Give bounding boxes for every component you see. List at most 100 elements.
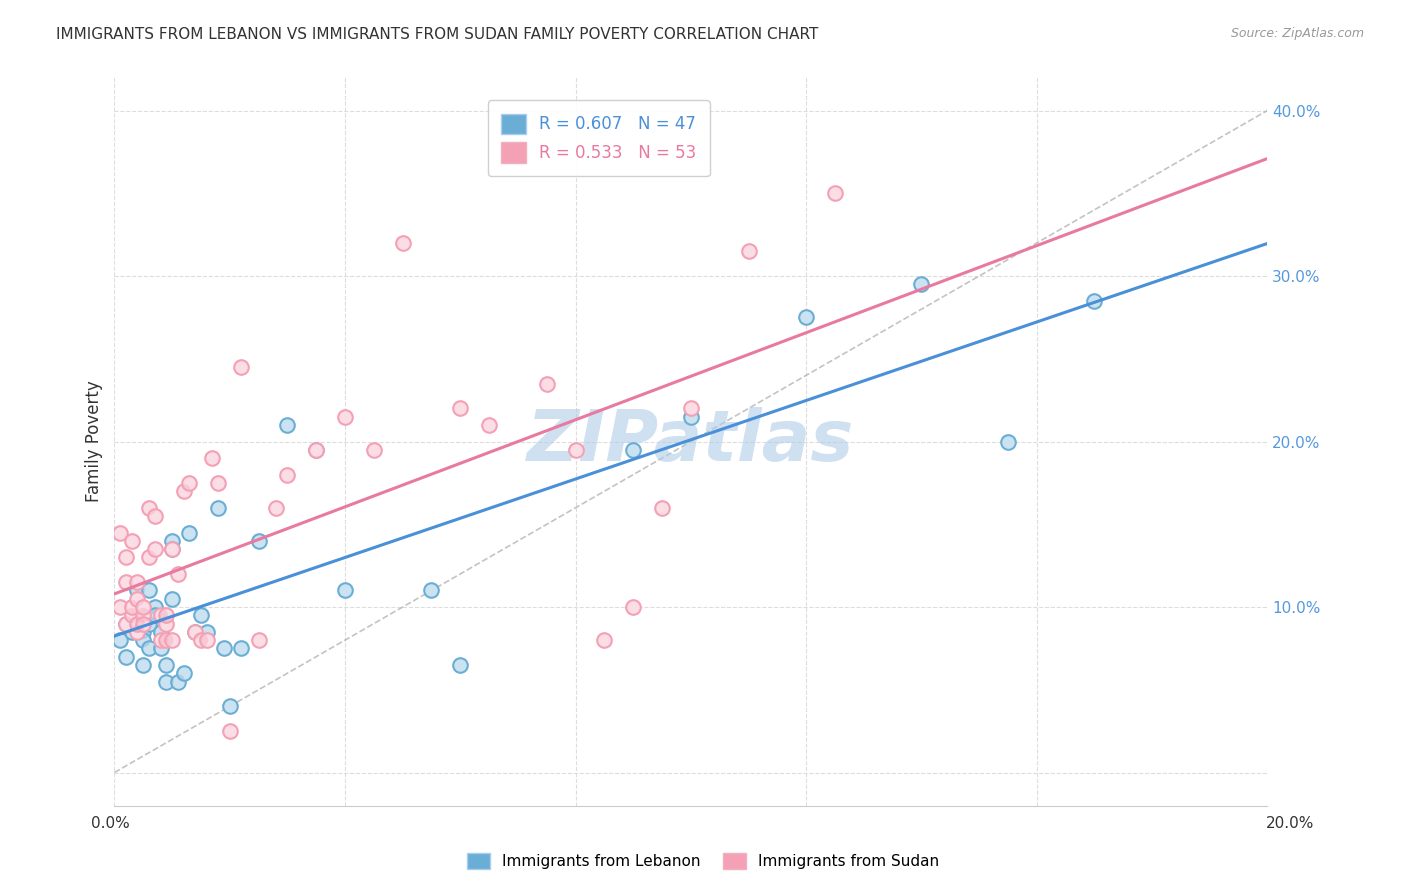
Point <box>138 641 160 656</box>
Point <box>132 657 155 672</box>
Point <box>121 608 143 623</box>
Point <box>173 484 195 499</box>
Point <box>621 442 644 457</box>
Point <box>127 600 149 615</box>
Point <box>138 616 160 631</box>
Point <box>160 633 183 648</box>
Point <box>143 542 166 557</box>
Point <box>115 649 138 664</box>
Point <box>166 566 188 581</box>
Point <box>536 376 558 391</box>
Point <box>132 624 155 639</box>
Point <box>138 550 160 565</box>
Point <box>184 624 207 639</box>
Point <box>143 542 166 557</box>
Point <box>166 674 188 689</box>
Point <box>173 666 195 681</box>
Point <box>651 500 673 515</box>
Point <box>218 699 240 714</box>
Point <box>333 409 356 424</box>
Point <box>449 657 471 672</box>
Point <box>138 641 160 656</box>
Point <box>333 409 356 424</box>
Point <box>155 674 177 689</box>
Point <box>190 633 212 648</box>
Point <box>166 566 188 581</box>
Point <box>160 633 183 648</box>
Point <box>127 624 149 639</box>
Point <box>115 616 138 631</box>
Point <box>155 674 177 689</box>
Point <box>143 608 166 623</box>
Point <box>155 633 177 648</box>
Point <box>621 442 644 457</box>
Point <box>115 616 138 631</box>
Point <box>910 277 932 292</box>
Point <box>127 575 149 590</box>
Point <box>115 550 138 565</box>
Point <box>478 417 501 432</box>
Point <box>155 616 177 631</box>
Point <box>190 633 212 648</box>
Point <box>449 401 471 416</box>
Point <box>621 600 644 615</box>
Point <box>108 633 131 648</box>
Point <box>160 591 183 606</box>
Point <box>247 633 270 648</box>
Point <box>115 616 138 631</box>
Point <box>363 442 385 457</box>
Point <box>195 633 218 648</box>
Point <box>121 616 143 631</box>
Point <box>679 401 702 416</box>
Point <box>160 542 183 557</box>
Point <box>179 475 201 490</box>
Point <box>794 310 817 325</box>
Point <box>737 244 759 259</box>
Point <box>195 624 218 639</box>
Point <box>247 633 270 648</box>
Point <box>184 624 207 639</box>
Text: IMMIGRANTS FROM LEBANON VS IMMIGRANTS FROM SUDAN FAMILY POVERTY CORRELATION CHAR: IMMIGRANTS FROM LEBANON VS IMMIGRANTS FR… <box>56 27 818 42</box>
Point <box>824 186 846 201</box>
Point <box>276 417 298 432</box>
Point <box>201 451 224 466</box>
Point <box>108 633 131 648</box>
Point <box>651 500 673 515</box>
Point <box>121 608 143 623</box>
Point <box>149 641 172 656</box>
Point <box>132 608 155 623</box>
Point <box>127 591 149 606</box>
Point <box>231 641 253 656</box>
Point <box>149 608 172 623</box>
Point <box>179 475 201 490</box>
Point <box>212 641 235 656</box>
Point <box>121 616 143 631</box>
Point <box>132 633 155 648</box>
Point <box>207 475 229 490</box>
Point <box>160 533 183 548</box>
Point <box>997 434 1019 449</box>
Point <box>160 542 183 557</box>
Point <box>138 583 160 598</box>
Point <box>997 434 1019 449</box>
Point <box>121 624 143 639</box>
Point <box>247 533 270 548</box>
Point <box>143 508 166 523</box>
Point <box>149 608 172 623</box>
Point <box>449 401 471 416</box>
Point <box>207 500 229 515</box>
Point <box>121 533 143 548</box>
Point <box>149 624 172 639</box>
Point <box>160 591 183 606</box>
Point <box>218 699 240 714</box>
Point <box>264 500 287 515</box>
Point <box>108 600 131 615</box>
Point <box>132 600 155 615</box>
Point <box>536 376 558 391</box>
Point <box>132 624 155 639</box>
Point <box>127 608 149 623</box>
Point <box>149 624 172 639</box>
Point <box>121 624 143 639</box>
Point <box>824 186 846 201</box>
Point <box>143 600 166 615</box>
